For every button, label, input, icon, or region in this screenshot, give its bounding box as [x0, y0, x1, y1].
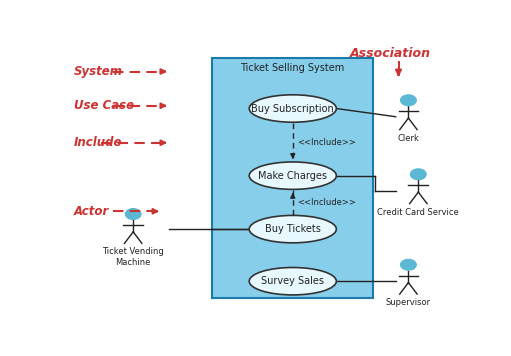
Text: Include: Include — [74, 136, 122, 149]
Text: Buy Tickets: Buy Tickets — [265, 224, 321, 234]
Text: <<Include>>: <<Include>> — [297, 138, 356, 147]
Circle shape — [401, 259, 416, 270]
Text: Clerk: Clerk — [398, 134, 420, 143]
Text: <<Include>>: <<Include>> — [297, 198, 356, 207]
Text: Credit Card Service: Credit Card Service — [378, 208, 459, 217]
Ellipse shape — [249, 215, 336, 243]
Text: Buy Subscription: Buy Subscription — [251, 104, 334, 114]
Text: Actor: Actor — [74, 205, 109, 218]
Text: Use Case: Use Case — [74, 99, 134, 112]
Text: Ticket Vending
Machine: Ticket Vending Machine — [102, 247, 164, 267]
Ellipse shape — [249, 162, 336, 189]
Text: Association: Association — [350, 47, 431, 60]
Circle shape — [125, 209, 141, 220]
Circle shape — [401, 95, 416, 106]
Text: Ticket Selling System: Ticket Selling System — [241, 63, 345, 73]
Ellipse shape — [249, 267, 336, 295]
Text: Supervisor: Supervisor — [386, 298, 431, 307]
FancyBboxPatch shape — [213, 58, 373, 298]
Text: Make Charges: Make Charges — [258, 171, 327, 180]
Circle shape — [410, 169, 426, 180]
Text: Survey Sales: Survey Sales — [261, 276, 324, 286]
Ellipse shape — [249, 95, 336, 122]
Text: System: System — [74, 65, 123, 78]
